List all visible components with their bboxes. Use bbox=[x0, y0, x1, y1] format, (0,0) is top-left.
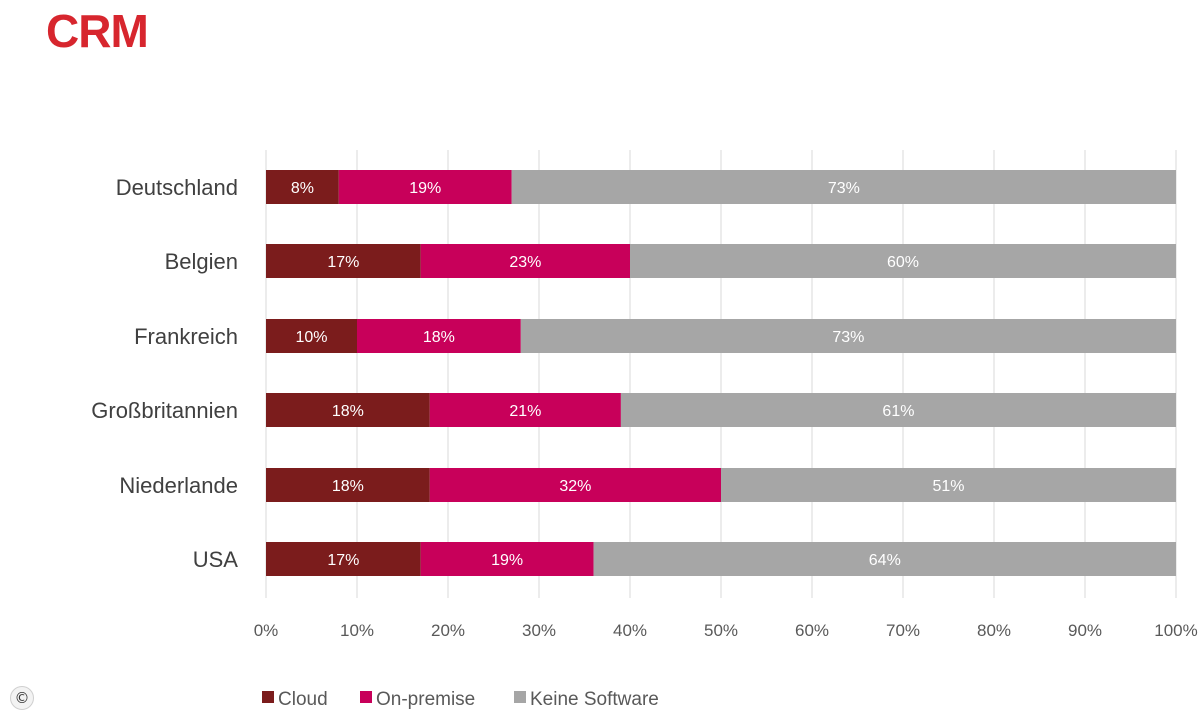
bar-data-label: 60% bbox=[887, 254, 919, 271]
bar-data-label: 32% bbox=[559, 478, 591, 495]
x-tick-label: 100% bbox=[1154, 621, 1197, 640]
bar-segment bbox=[520, 319, 1176, 353]
bar-segment bbox=[266, 244, 421, 278]
bar-data-label: 73% bbox=[832, 329, 864, 346]
bar-segment bbox=[357, 319, 521, 353]
category-label: Deutschland bbox=[116, 175, 238, 200]
legend-label: Cloud bbox=[278, 689, 328, 710]
bar-segment bbox=[593, 542, 1176, 576]
bar-data-label: 19% bbox=[409, 180, 441, 197]
legend-swatch bbox=[360, 691, 372, 703]
x-tick-label: 80% bbox=[977, 621, 1011, 640]
x-tick-label: 40% bbox=[613, 621, 647, 640]
bar-segment bbox=[420, 244, 630, 278]
category-label: USA bbox=[193, 547, 239, 572]
x-tick-label: 50% bbox=[704, 621, 738, 640]
bar-segment bbox=[420, 542, 594, 576]
bar-segment bbox=[266, 170, 339, 204]
bar-segment bbox=[429, 468, 721, 502]
bar-data-label: 18% bbox=[423, 329, 455, 346]
bar-data-label: 8% bbox=[291, 180, 314, 197]
category-label: Belgien bbox=[165, 249, 238, 274]
bar-segment bbox=[266, 468, 430, 502]
x-tick-label: 0% bbox=[254, 621, 279, 640]
bar-data-label: 10% bbox=[295, 329, 327, 346]
x-tick-label: 90% bbox=[1068, 621, 1102, 640]
x-tick-label: 60% bbox=[795, 621, 829, 640]
bar-segment bbox=[721, 468, 1176, 502]
legend-swatch bbox=[514, 691, 526, 703]
bar-segment bbox=[630, 244, 1176, 278]
bar-data-label: 23% bbox=[509, 254, 541, 271]
legend-label: Keine Software bbox=[530, 689, 659, 710]
bar-data-label: 18% bbox=[332, 478, 364, 495]
bar-data-label: 61% bbox=[882, 403, 914, 420]
x-tick-label: 70% bbox=[886, 621, 920, 640]
bar-data-label: 73% bbox=[828, 180, 860, 197]
bar-segment bbox=[266, 542, 421, 576]
legend-label: On-premise bbox=[376, 689, 475, 710]
bar-data-label: 18% bbox=[332, 403, 364, 420]
copyright-icon: © bbox=[10, 686, 34, 710]
bar-segment bbox=[266, 319, 357, 353]
bar-segment bbox=[620, 393, 1176, 427]
bar-data-label: 17% bbox=[327, 254, 359, 271]
bar-segment bbox=[266, 393, 430, 427]
bar-segment bbox=[338, 170, 512, 204]
category-label: Großbritannien bbox=[91, 398, 238, 423]
bar-data-label: 64% bbox=[869, 552, 901, 569]
x-tick-label: 30% bbox=[522, 621, 556, 640]
bar-data-label: 19% bbox=[491, 552, 523, 569]
bar-segment bbox=[429, 393, 621, 427]
bar-data-label: 21% bbox=[509, 403, 541, 420]
chart-title: CRM bbox=[46, 5, 149, 57]
bar-data-label: 51% bbox=[932, 478, 964, 495]
bar-segment bbox=[511, 170, 1176, 204]
category-label: Niederlande bbox=[119, 473, 238, 498]
legend-swatch bbox=[262, 691, 274, 703]
category-label: Frankreich bbox=[134, 324, 238, 349]
x-tick-label: 10% bbox=[340, 621, 374, 640]
x-tick-label: 20% bbox=[431, 621, 465, 640]
bar-data-label: 17% bbox=[327, 552, 359, 569]
